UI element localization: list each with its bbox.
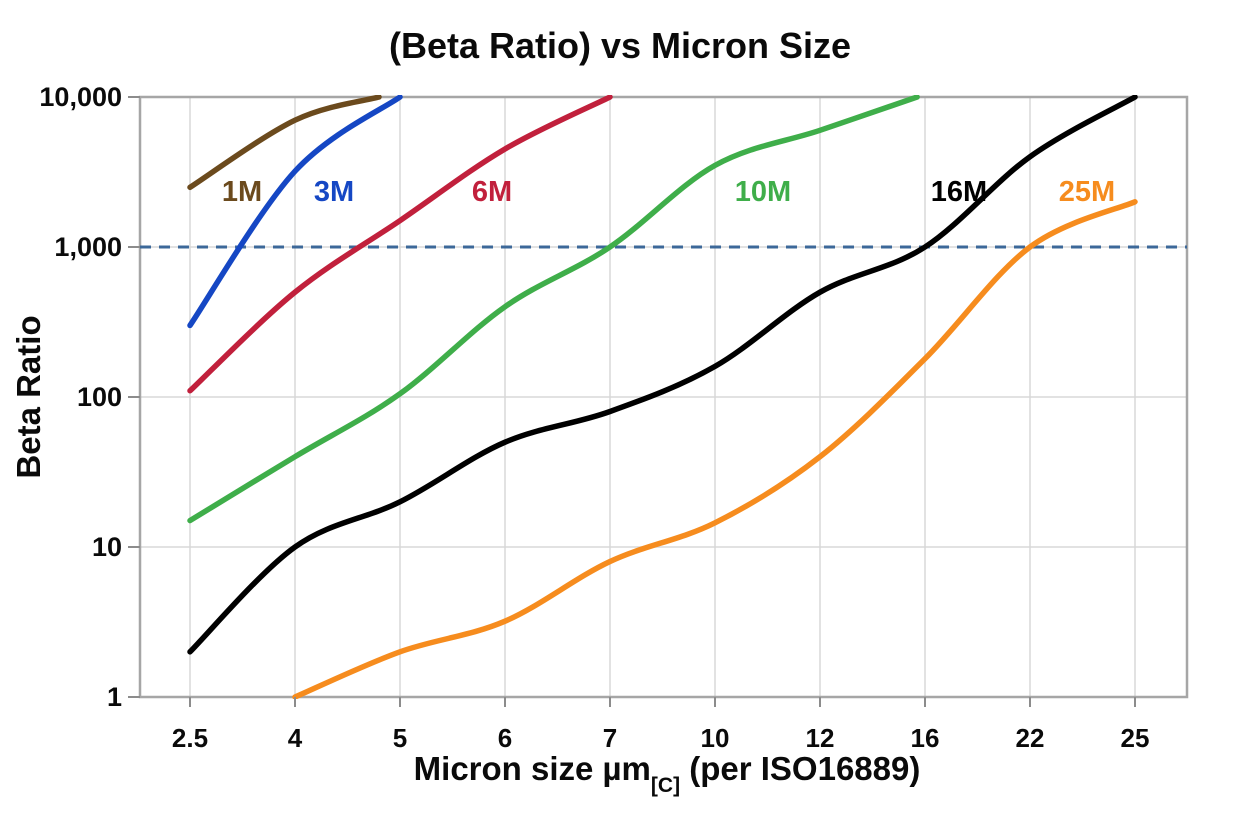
x-tick-label: 25 [1121, 723, 1150, 753]
curve-1M [187, 95, 382, 191]
x-axis-title-subscript: [C] [651, 774, 680, 797]
y-tick-label: 1 [107, 682, 122, 712]
x-tick-label: 16 [911, 723, 940, 753]
x-tick-label: 4 [288, 723, 303, 753]
series-label-3M: 3M [314, 176, 354, 208]
x-tick-label: 6 [498, 723, 512, 753]
x-tick-label: 7 [603, 723, 617, 753]
x-axis-title-suffix: (per ISO16889) [680, 750, 920, 787]
x-axis-title: Micron size µm[C] (per ISO16889) [414, 750, 921, 797]
x-tick-label: 22 [1016, 723, 1045, 753]
series-label-25M: 25M [1059, 176, 1115, 208]
x-tick-label: 2.5 [172, 723, 208, 753]
x-axis-title-main: Micron size µm [414, 750, 651, 787]
curve-25M [292, 199, 1138, 699]
series-label-1M: 1M [222, 176, 262, 208]
series-label-16M: 16M [931, 176, 987, 208]
y-tick-label: 10 [92, 532, 122, 562]
y-tick-label: 100 [77, 382, 122, 412]
x-tick-label: 10 [701, 723, 730, 753]
x-tick-label: 5 [393, 723, 407, 753]
curve-16M [187, 95, 1138, 655]
curve-10M [187, 95, 920, 524]
y-axis-title: Beta Ratio [10, 315, 47, 478]
series-label-10M: 10M [735, 176, 791, 208]
x-tick-label: 12 [806, 723, 835, 753]
curve-6M [187, 95, 613, 394]
chart-title: (Beta Ratio) vs Micron Size [389, 25, 851, 66]
curve-3M [187, 95, 403, 329]
y-tick-label: 10,000 [39, 82, 122, 112]
y-tick-label: 1,000 [54, 232, 122, 262]
series-label-6M: 6M [472, 176, 512, 208]
